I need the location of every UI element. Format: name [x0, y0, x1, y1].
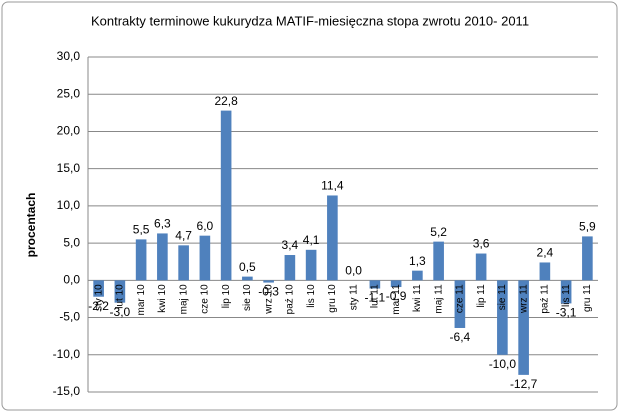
y-tick-label: 5,0 [63, 235, 80, 249]
y-tick-label: 10,0 [57, 198, 81, 212]
value-label: -12,7 [510, 377, 538, 391]
bar [135, 239, 147, 281]
value-label: 11,4 [321, 179, 344, 193]
x-tick-label: mar 11 [391, 284, 402, 315]
x-tick-label: maj 11 [433, 284, 444, 314]
bar [454, 280, 466, 328]
y-tick-label: -10,0 [53, 347, 81, 361]
x-tick-label: lut 10 [115, 284, 126, 309]
bar [539, 262, 551, 281]
chart-title: Kontrakty terminowe kukurydza MATIF-mies… [91, 13, 529, 28]
x-tick-label: mar 10 [136, 284, 147, 316]
bar [93, 280, 104, 297]
value-label: -3,1 [556, 306, 577, 320]
value-label: -3,0 [110, 305, 131, 319]
y-tick-label: -5,0 [59, 310, 80, 324]
x-tick-label: wrz 11 [518, 284, 529, 314]
x-tick-label: lis 11 [561, 284, 572, 307]
x-tick-label: cze 10 [200, 284, 211, 314]
value-label: -10,0 [489, 357, 517, 371]
y-axis-label: procentach [24, 193, 38, 258]
y-tick-label: -15,0 [53, 384, 81, 398]
bar [157, 233, 168, 281]
value-label: 22,8 [214, 94, 238, 108]
y-tick-label: 20,0 [57, 124, 81, 138]
value-label: 3,4 [282, 238, 299, 252]
x-tick-label: lis 10 [306, 284, 317, 308]
x-tick-label: wrz 10 [263, 284, 274, 315]
value-label: 1,3 [409, 254, 426, 268]
value-label: 2,4 [537, 246, 554, 260]
bar [560, 280, 572, 304]
x-tick-label: lip 11 [476, 284, 487, 308]
y-tick-label: 30,0 [57, 49, 81, 63]
value-label: 5,9 [579, 220, 596, 234]
value-label: 5,5 [133, 223, 150, 237]
x-tick-label: paź 10 [285, 284, 296, 314]
x-tick-label: kwi 11 [412, 284, 423, 312]
x-tick-label: kwi 10 [157, 284, 168, 313]
bar [369, 280, 381, 289]
x-tick-label: maj 10 [178, 284, 189, 314]
bar [433, 241, 444, 281]
value-label: 6,0 [197, 219, 214, 233]
x-tick-label: lut 11 [370, 284, 381, 308]
bar [582, 236, 593, 281]
value-label: -2,2 [88, 299, 109, 313]
bar [390, 280, 402, 288]
x-tick-label: cze 11 [455, 284, 466, 313]
y-tick-label: 15,0 [57, 161, 81, 175]
bar [242, 276, 253, 281]
value-label: 0,0 [345, 264, 362, 278]
bar [518, 280, 529, 375]
x-tick-label: gru 10 [327, 284, 338, 313]
value-label: -0,3 [258, 285, 279, 299]
bar [284, 255, 296, 281]
bar [114, 280, 126, 303]
bar [497, 280, 508, 355]
bar [475, 253, 487, 281]
value-label: 5,2 [430, 225, 447, 239]
value-label: 0,5 [239, 260, 256, 274]
x-tick-label: sie 10 [242, 284, 253, 311]
x-tick-label: paź 11 [540, 284, 551, 314]
bar [412, 270, 423, 281]
bar [263, 280, 274, 283]
x-tick-label: sty 10 [93, 284, 104, 311]
bar [199, 235, 211, 281]
value-label: 3,6 [473, 237, 490, 251]
bar [220, 110, 232, 281]
x-tick-label: sty 11 [348, 284, 359, 310]
value-label: 4,1 [303, 233, 320, 247]
y-tick-label: 25,0 [57, 86, 81, 100]
bar [305, 249, 317, 281]
x-tick-label: sie 11 [497, 284, 508, 310]
y-tick-label: 0,0 [63, 273, 80, 287]
x-tick-label: gru 11 [582, 284, 593, 312]
bar [178, 245, 189, 281]
value-label: 4,7 [175, 229, 192, 243]
x-tick-label: lip 10 [221, 284, 232, 308]
bar [327, 195, 338, 281]
value-label: -6,4 [450, 330, 471, 344]
value-label: 6,3 [154, 217, 171, 231]
value-label: -1,1 [365, 291, 386, 305]
value-label: -0,9 [386, 289, 407, 303]
